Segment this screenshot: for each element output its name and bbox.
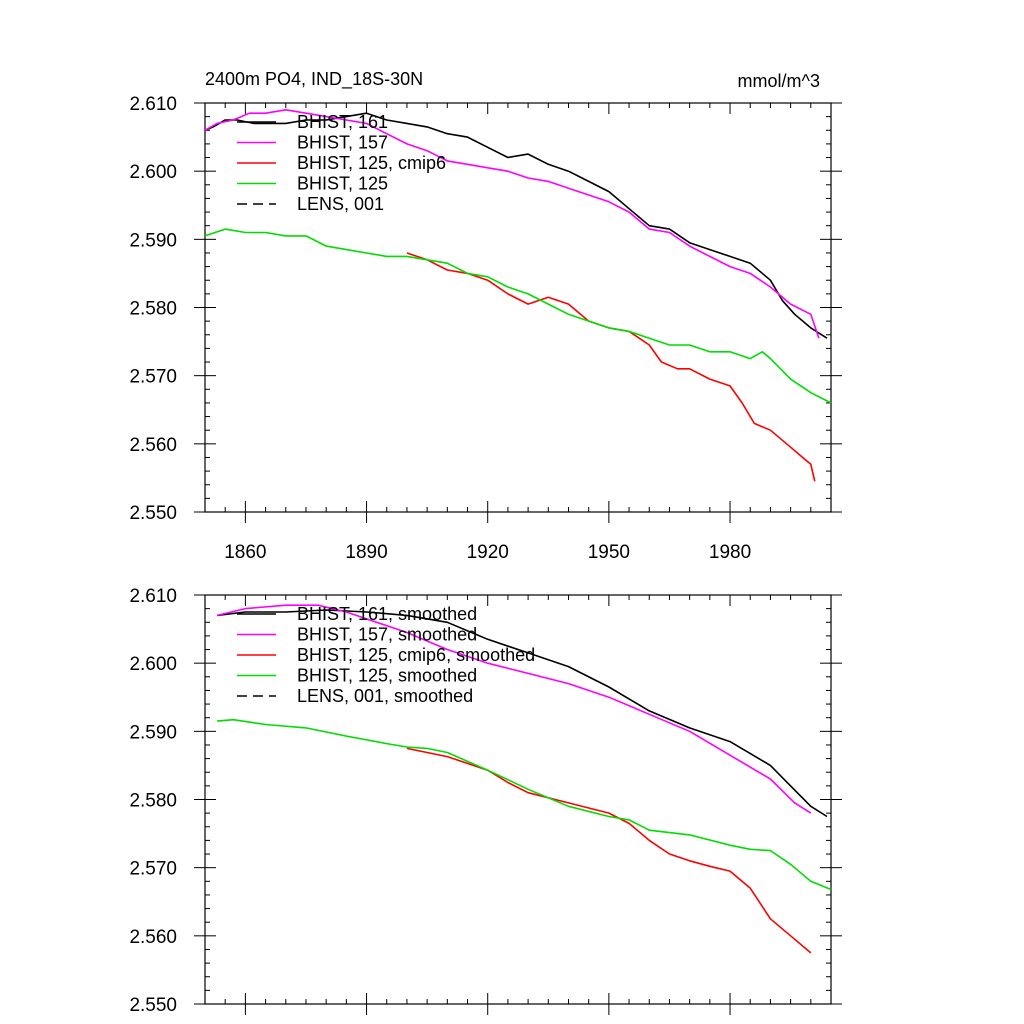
top-x-tick-label: 1860 (224, 542, 266, 563)
top-x-tick-label: 1920 (467, 542, 509, 563)
bottom-y-tick-label: 2.610 (129, 586, 177, 607)
top-legend-label: LENS, 001 (297, 194, 384, 214)
bottom-y-tick-label: 2.590 (129, 722, 177, 743)
top-panel-units: mmol/m^3 (738, 71, 820, 91)
top-y-tick-label: 2.590 (129, 230, 177, 251)
top-x-tick-label: 1950 (588, 542, 630, 563)
bottom-legend-label: BHIST, 161, smoothed (297, 604, 477, 624)
top-legend-label: BHIST, 157 (297, 133, 388, 153)
top-series-line-1 (204, 112, 828, 339)
top-legend-label: BHIST, 125 (297, 174, 388, 194)
bottom-y-tick-label: 2.570 (129, 859, 177, 880)
top-legend-label: BHIST, 161 (297, 112, 388, 132)
bottom-y-tick-label: 2.550 (129, 995, 177, 1016)
bottom-panel: 2.550 2.560 2.570 2.580 2.590 2.600 2.610 BHIST… (129, 586, 842, 1016)
bottom-series-line-2 (216, 604, 812, 814)
bottom-series-line-3 (406, 747, 812, 954)
bottom-legend-label: BHIST, 125, cmip6, smoothed (297, 645, 535, 665)
bottom-y-tick-label: 2.560 (129, 927, 177, 948)
top-panel: 2400m PO4, IND_18S-30N mmol/m^3 1860 1890… (129, 69, 842, 563)
top-y-tick-label: 2.570 (129, 367, 177, 388)
top-legend-label: BHIST, 125, cmip6 (297, 153, 446, 173)
top-y-tick-label: 2.600 (129, 162, 177, 183)
bottom-legend-label: BHIST, 157, smoothed (297, 625, 477, 645)
top-panel-title: 2400m PO4, IND_18S-30N (205, 69, 423, 90)
bottom-series-line-1 (217, 609, 828, 818)
bottom-legend-label: LENS, 001, smoothed (297, 686, 473, 706)
top-y-tick-label: 2.610 (129, 94, 177, 115)
bottom-y-tick-label: 2.580 (129, 791, 177, 812)
top-y-tick-label: 2.550 (129, 503, 177, 524)
top-x-tick-label: 1890 (345, 542, 387, 563)
bottom-series-line-4 (217, 718, 832, 891)
top-y-tick-label: 2.580 (129, 299, 177, 320)
bottom-legend-label: BHIST, 125, smoothed (297, 666, 477, 686)
top-y-tick-label: 2.560 (129, 435, 177, 456)
top-series-line-3 (406, 252, 816, 482)
top-series-line-2 (204, 109, 820, 339)
bottom-y-tick-label: 2.600 (129, 654, 177, 675)
top-series-line-4 (204, 228, 832, 404)
top-x-tick-label: 1980 (709, 542, 751, 563)
